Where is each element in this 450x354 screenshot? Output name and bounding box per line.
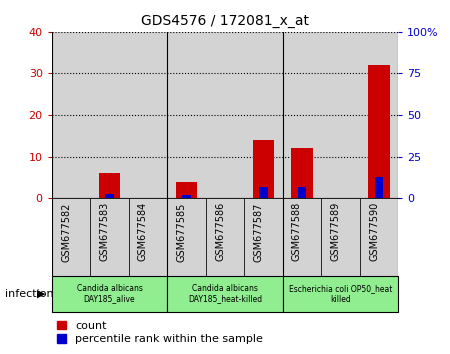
Title: GDS4576 / 172081_x_at: GDS4576 / 172081_x_at bbox=[141, 14, 309, 28]
Text: GSM677590: GSM677590 bbox=[369, 202, 379, 261]
Bar bbox=[321, 32, 360, 198]
Bar bbox=[90, 32, 129, 198]
Text: GSM677588: GSM677588 bbox=[292, 202, 302, 261]
Bar bbox=[182, 195, 191, 198]
Bar bbox=[259, 187, 268, 198]
Bar bbox=[369, 65, 390, 198]
Bar bbox=[167, 276, 283, 312]
Text: GSM677584: GSM677584 bbox=[138, 202, 148, 261]
Text: Escherichia coli OP50_heat
killed: Escherichia coli OP50_heat killed bbox=[289, 284, 392, 303]
Text: GSM677589: GSM677589 bbox=[330, 202, 341, 261]
Text: Candida albicans
DAY185_alive: Candida albicans DAY185_alive bbox=[76, 284, 143, 303]
Bar bbox=[90, 198, 129, 276]
Text: Candida albicans
DAY185_heat-killed: Candida albicans DAY185_heat-killed bbox=[188, 284, 262, 303]
Bar bbox=[52, 276, 167, 312]
Text: infection: infection bbox=[4, 289, 53, 299]
Legend: count, percentile rank within the sample: count, percentile rank within the sample bbox=[57, 321, 263, 344]
Bar bbox=[244, 198, 283, 276]
Bar bbox=[298, 187, 306, 198]
Bar bbox=[206, 198, 244, 276]
Bar bbox=[360, 198, 398, 276]
Text: ▶: ▶ bbox=[37, 289, 46, 299]
Text: GSM677586: GSM677586 bbox=[215, 202, 225, 261]
Bar bbox=[283, 32, 321, 198]
Bar bbox=[105, 194, 114, 198]
Bar bbox=[176, 182, 197, 198]
Text: GSM677583: GSM677583 bbox=[99, 202, 109, 261]
Text: GSM677587: GSM677587 bbox=[253, 202, 264, 262]
Bar bbox=[206, 32, 244, 198]
Bar bbox=[99, 173, 120, 198]
Bar bbox=[129, 198, 167, 276]
Bar bbox=[167, 32, 206, 198]
Bar bbox=[360, 32, 398, 198]
Bar bbox=[244, 32, 283, 198]
Bar bbox=[283, 276, 398, 312]
Bar bbox=[253, 140, 274, 198]
Bar bbox=[129, 32, 167, 198]
Bar bbox=[375, 177, 383, 198]
Bar bbox=[292, 148, 313, 198]
Text: GSM677585: GSM677585 bbox=[176, 202, 186, 262]
Bar bbox=[167, 198, 206, 276]
Text: GSM677582: GSM677582 bbox=[61, 202, 71, 262]
Bar bbox=[52, 32, 90, 198]
Bar bbox=[283, 198, 321, 276]
Bar bbox=[321, 198, 360, 276]
Bar bbox=[52, 198, 90, 276]
